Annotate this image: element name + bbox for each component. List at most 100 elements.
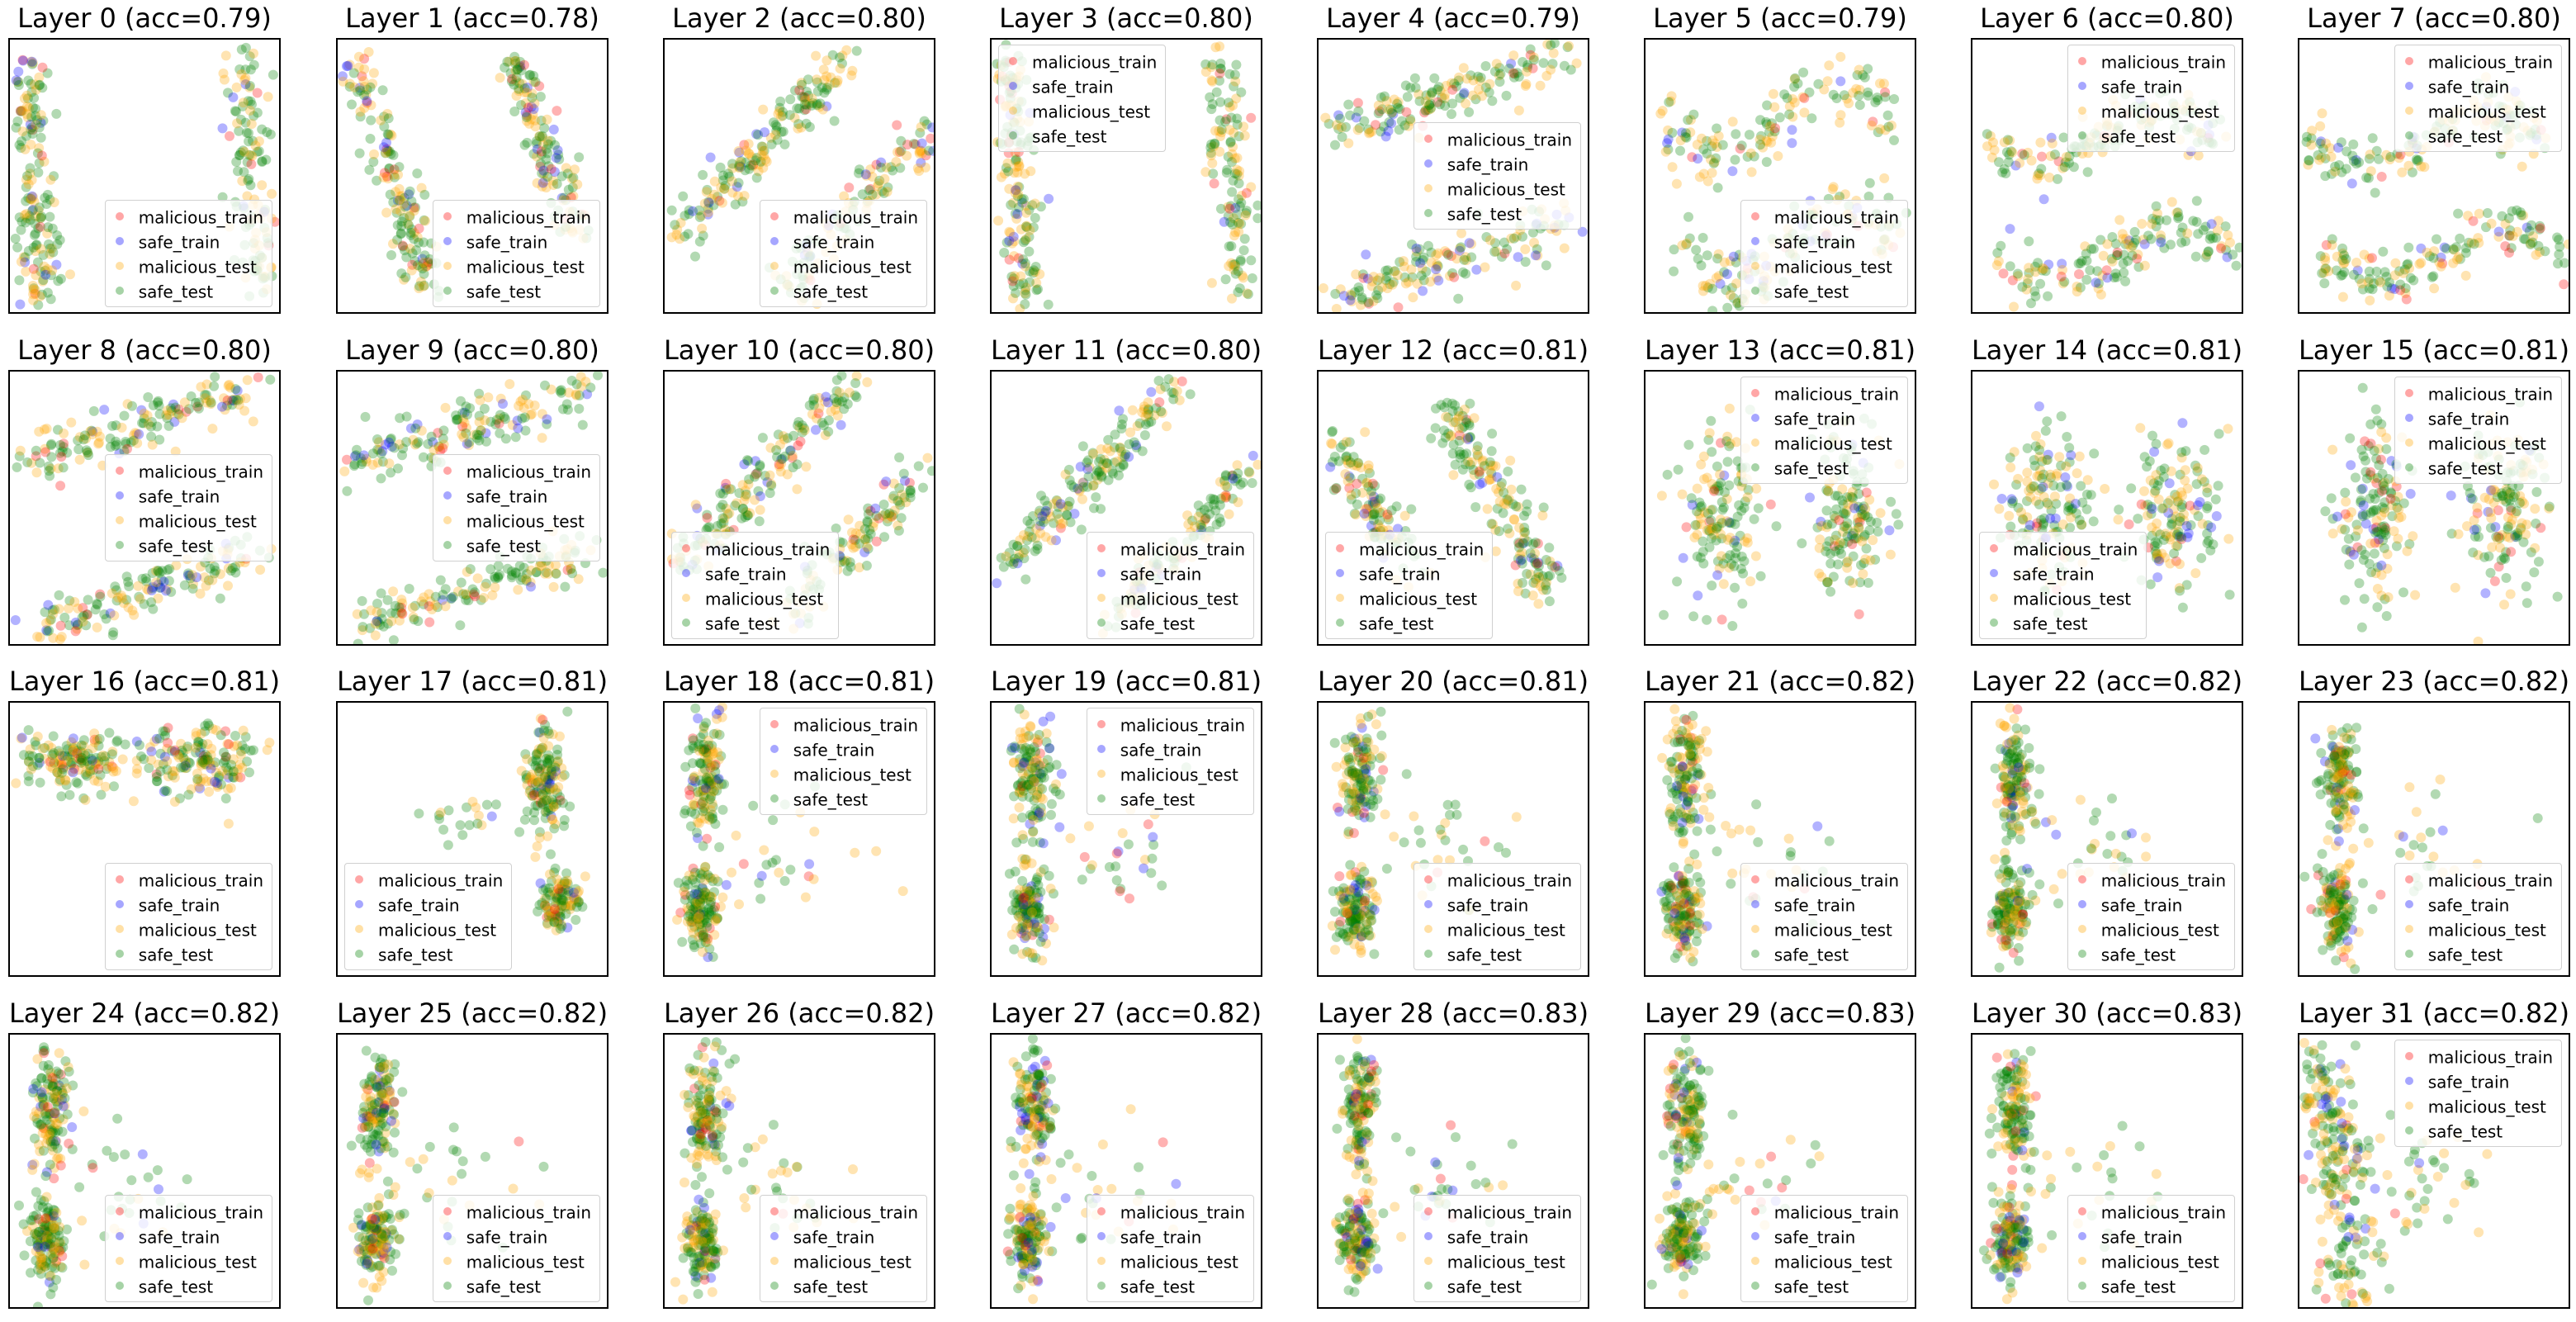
point-safe-test bbox=[1736, 563, 1746, 574]
legend-entry: safe_train bbox=[1986, 561, 2138, 585]
point-malicious-test bbox=[1851, 83, 1862, 94]
legend-entry: malicious_test bbox=[1748, 430, 1899, 455]
point-safe-test bbox=[530, 77, 541, 88]
point-safe-test bbox=[2383, 474, 2394, 484]
legend-label: malicious_test bbox=[1032, 102, 1151, 122]
point-safe-test bbox=[234, 64, 245, 74]
point-safe-test bbox=[1215, 75, 1224, 86]
point-safe-train bbox=[1369, 491, 1379, 502]
point-safe-test bbox=[1520, 527, 1531, 538]
point-safe-test bbox=[1168, 394, 1179, 405]
point-safe-test bbox=[1503, 467, 1513, 476]
point-safe-test bbox=[394, 602, 405, 613]
point-safe-test bbox=[485, 564, 496, 575]
point-safe-test bbox=[1163, 374, 1174, 385]
point-malicious-test bbox=[1828, 182, 1839, 192]
point-safe-test bbox=[1208, 168, 1219, 179]
point-safe-test bbox=[418, 258, 429, 269]
point-safe-test bbox=[1210, 505, 1221, 516]
point-safe-test bbox=[2365, 507, 2376, 518]
point-safe-test bbox=[1430, 423, 1441, 434]
point-malicious-test bbox=[826, 72, 836, 83]
point-malicious-train bbox=[1770, 123, 1781, 134]
point-malicious-test bbox=[1480, 262, 1490, 272]
point-safe-train bbox=[2147, 504, 2157, 514]
point-safe-test bbox=[1333, 456, 1344, 467]
point-malicious-train bbox=[1716, 438, 1726, 448]
point-malicious-test bbox=[1789, 73, 1800, 84]
subplot-title: Layer 3 (acc=0.80) bbox=[999, 2, 1253, 34]
point-safe-test bbox=[1726, 518, 1736, 528]
point-malicious-train bbox=[1681, 522, 1692, 533]
point-safe-test bbox=[1405, 114, 1416, 125]
point-malicious-test bbox=[17, 126, 28, 137]
point-safe-test bbox=[2379, 481, 2389, 491]
point-safe-test bbox=[2061, 480, 2072, 490]
point-malicious-test bbox=[2057, 163, 2068, 173]
point-malicious-test bbox=[1702, 525, 1712, 536]
legend-marker bbox=[1750, 388, 1759, 397]
legend-label: malicious_test bbox=[1447, 179, 1565, 200]
point-safe-test bbox=[998, 561, 1009, 572]
point-safe-test bbox=[1450, 400, 1461, 410]
point-malicious-test bbox=[224, 379, 234, 390]
point-safe-test bbox=[2066, 505, 2076, 515]
point-malicious-train bbox=[546, 163, 556, 174]
point-malicious-test bbox=[2320, 263, 2331, 274]
point-safe-test bbox=[864, 185, 874, 196]
point-malicious-test bbox=[1698, 286, 1708, 296]
point-safe-test bbox=[2372, 472, 2383, 483]
point-safe-test bbox=[1022, 535, 1032, 546]
point-safe-test bbox=[2149, 541, 2160, 552]
point-malicious-test bbox=[1239, 130, 1250, 141]
point-safe-test bbox=[857, 189, 868, 200]
point-safe-test bbox=[1354, 286, 1365, 296]
point-safe-test bbox=[348, 68, 359, 78]
point-malicious-test bbox=[2339, 258, 2350, 268]
point-safe-test bbox=[83, 447, 93, 457]
point-malicious-test bbox=[1685, 127, 1696, 138]
point-malicious-test bbox=[1469, 413, 1480, 424]
point-malicious-test bbox=[142, 584, 152, 595]
point-malicious-test bbox=[1751, 483, 1762, 494]
point-malicious-train bbox=[894, 147, 905, 157]
point-safe-test bbox=[905, 486, 916, 496]
legend-entry: safe_test bbox=[1333, 610, 1484, 635]
point-safe-train bbox=[146, 585, 157, 595]
point-malicious-train bbox=[787, 453, 798, 463]
point-malicious-test bbox=[1860, 554, 1871, 565]
point-malicious-test bbox=[1157, 408, 1167, 418]
point-safe-test bbox=[139, 599, 149, 609]
point-safe-train bbox=[1477, 477, 1488, 488]
point-safe-test bbox=[1421, 266, 1432, 277]
point-safe-test bbox=[2030, 291, 2041, 301]
point-safe-test bbox=[43, 239, 54, 249]
point-safe-test bbox=[698, 230, 708, 241]
point-malicious-test bbox=[2038, 263, 2048, 273]
point-malicious-test bbox=[1139, 404, 1149, 415]
point-safe-train bbox=[2045, 513, 2056, 524]
point-malicious-test bbox=[1406, 264, 1417, 275]
point-safe-test bbox=[2153, 476, 2164, 486]
point-safe-test bbox=[347, 99, 357, 110]
point-safe-train bbox=[182, 570, 193, 580]
point-safe-test bbox=[376, 614, 387, 624]
point-malicious-test bbox=[219, 74, 230, 85]
point-malicious-test bbox=[1746, 167, 1757, 178]
point-malicious-test bbox=[64, 603, 73, 614]
point-safe-test bbox=[1447, 109, 1456, 120]
point-safe-test bbox=[111, 595, 122, 606]
point-safe-test bbox=[1235, 479, 1246, 490]
point-malicious-test bbox=[2133, 249, 2143, 260]
point-malicious-test bbox=[1486, 474, 1497, 485]
point-malicious-test bbox=[1326, 438, 1337, 448]
point-malicious-train bbox=[1007, 276, 1018, 287]
point-safe-train bbox=[2175, 531, 2185, 542]
legend-marker bbox=[2404, 56, 2413, 65]
point-malicious-train bbox=[1709, 486, 1720, 496]
point-safe-test bbox=[2402, 259, 2413, 270]
point-malicious-test bbox=[1387, 279, 1398, 290]
point-malicious-test bbox=[507, 419, 518, 430]
point-safe-test bbox=[1518, 577, 1527, 588]
point-malicious-test bbox=[701, 187, 712, 197]
